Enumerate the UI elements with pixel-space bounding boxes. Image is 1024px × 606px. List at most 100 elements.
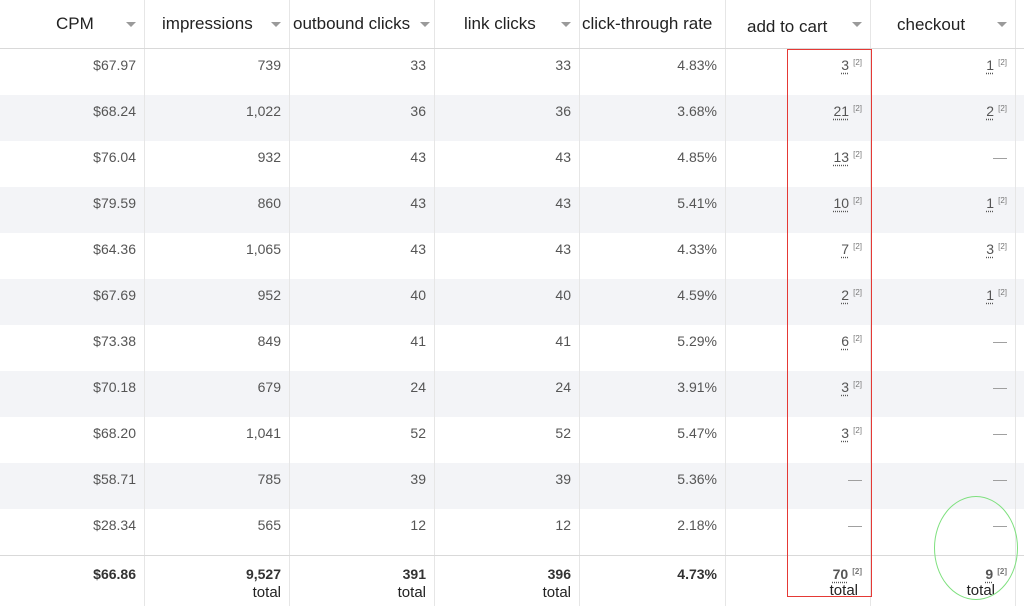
- total-cell-outbound: 391 total: [290, 556, 435, 606]
- cell-link[interactable]: 3: [841, 425, 850, 441]
- footnote-marker: [2]: [853, 242, 862, 251]
- column-header-add-to-cart[interactable]: add to cart: [726, 0, 871, 48]
- cell-link[interactable]: 3: [841, 379, 850, 395]
- cell-impressions: 565: [145, 509, 290, 555]
- cell-value: 1,065: [245, 241, 281, 257]
- cell-value-with-footnote[interactable]: 13 [2]: [834, 149, 862, 165]
- column-header-ctr[interactable]: click-through rate: [580, 0, 726, 48]
- sort-caret-icon[interactable]: [420, 22, 430, 27]
- cell-link[interactable]: 10: [833, 195, 850, 211]
- sort-caret-icon[interactable]: [271, 22, 281, 27]
- cell-link[interactable]: 13: [833, 149, 850, 165]
- cell-value: 24: [410, 379, 426, 395]
- cell-ctr: 5.41%: [580, 187, 726, 233]
- cell-link[interactable]: 7: [841, 241, 850, 257]
- cell-outbound-clicks: 52: [290, 417, 435, 463]
- table-row: $64.36 1,065 43 43 4.33% 7 [2] 3 [2]: [0, 233, 1024, 279]
- total-value-with-footnote[interactable]: 9 [2]: [985, 566, 1007, 582]
- footnote-marker: [2]: [853, 334, 862, 343]
- table-row: $68.20 1,041 52 52 5.47% 3 [2] —: [0, 417, 1024, 463]
- cell-value: $70.18: [93, 379, 136, 395]
- cell-checkout: —: [871, 141, 1016, 187]
- footnote-marker: [2]: [853, 426, 862, 435]
- cell-value: $68.20: [93, 425, 136, 441]
- sort-caret-icon[interactable]: [126, 22, 136, 27]
- cell-cpm: $67.69: [0, 279, 145, 325]
- cell-link[interactable]: 2: [986, 103, 995, 119]
- empty-value-dash: —: [993, 149, 1007, 165]
- cell-ctr: 5.47%: [580, 417, 726, 463]
- table-row: $73.38 849 41 41 5.29% 6 [2] —: [0, 325, 1024, 371]
- total-link[interactable]: 9: [985, 566, 994, 582]
- cell-value: 33: [555, 57, 571, 73]
- cell-value-with-footnote[interactable]: 3 [2]: [841, 425, 862, 441]
- cell-value-with-footnote[interactable]: 3 [2]: [986, 241, 1007, 257]
- column-header-cpm[interactable]: CPM: [0, 0, 145, 48]
- cell-link[interactable]: 1: [986, 287, 995, 303]
- cell-link-clicks: 39: [435, 463, 580, 509]
- sort-caret-icon[interactable]: [561, 22, 571, 27]
- cell-impressions: 932: [145, 141, 290, 187]
- cell-value-with-footnote[interactable]: 2 [2]: [986, 103, 1007, 119]
- total-cell-checkout: 9 [2] total: [871, 556, 1016, 606]
- cell-value: 52: [410, 425, 426, 441]
- cell-value-with-footnote[interactable]: 3 [2]: [841, 379, 862, 395]
- total-label: total: [966, 582, 995, 599]
- cell-value: $79.59: [93, 195, 136, 211]
- cell-value: 932: [257, 149, 281, 165]
- cell-value-with-footnote[interactable]: 1 [2]: [986, 287, 1007, 303]
- cell-add-to-cart: 3 [2]: [726, 417, 871, 463]
- cell-link[interactable]: 2: [841, 287, 850, 303]
- cell-add-to-cart: —: [726, 509, 871, 555]
- column-header-label: outbound clicks: [293, 14, 411, 33]
- total-cell-impressions: 9,527 total: [145, 556, 290, 606]
- cell-value-with-footnote[interactable]: 6 [2]: [841, 333, 862, 349]
- cell-cpm: $68.20: [0, 417, 145, 463]
- cell-value-with-footnote[interactable]: 3 [2]: [841, 57, 862, 73]
- cell-link[interactable]: 1: [986, 57, 995, 73]
- cell-value: 36: [555, 103, 571, 119]
- cell-cpm: $28.34: [0, 509, 145, 555]
- sort-caret-icon[interactable]: [852, 22, 862, 27]
- total-link[interactable]: 70: [832, 566, 849, 582]
- cell-link-clicks: 41: [435, 325, 580, 371]
- cell-value: 860: [257, 195, 281, 211]
- cell-value-with-footnote[interactable]: 2 [2]: [841, 287, 862, 303]
- cell-value-with-footnote[interactable]: 1 [2]: [986, 57, 1007, 73]
- column-header-checkout[interactable]: checkout: [871, 0, 1016, 48]
- cell-link[interactable]: 3: [841, 57, 850, 73]
- footnote-marker: [2]: [853, 288, 862, 297]
- cell-link-clicks: 24: [435, 371, 580, 417]
- column-header-outbound-clicks[interactable]: outbound clicks: [290, 0, 435, 48]
- cell-cpm: $70.18: [0, 371, 145, 417]
- footnote-marker: [2]: [998, 58, 1007, 67]
- cell-add-to-cart: 10 [2]: [726, 187, 871, 233]
- cell-cpm: $76.04: [0, 141, 145, 187]
- cell-checkout: —: [871, 417, 1016, 463]
- total-value-with-footnote[interactable]: 70 [2]: [833, 566, 862, 582]
- total-value: 391: [402, 566, 426, 582]
- cell-value-with-footnote[interactable]: 10 [2]: [834, 195, 862, 211]
- cell-link[interactable]: 21: [833, 103, 850, 119]
- cell-value-with-footnote[interactable]: 21 [2]: [834, 103, 862, 119]
- cell-link[interactable]: 1: [986, 195, 995, 211]
- cell-ctr: 4.83%: [580, 49, 726, 95]
- cell-value: 5.36%: [677, 471, 717, 487]
- cell-link-clicks: 33: [435, 49, 580, 95]
- column-edge: [1016, 95, 1024, 141]
- column-edge: [1016, 509, 1024, 555]
- column-header-impressions[interactable]: impressions: [145, 0, 290, 48]
- cell-link[interactable]: 3: [986, 241, 995, 257]
- footnote-marker: [2]: [852, 567, 862, 576]
- cell-value: 4.33%: [677, 241, 717, 257]
- table-body: $67.97 739 33 33 4.83% 3 [2] 1 [2] $68.24 1,022 36 3…: [0, 49, 1024, 555]
- cell-link[interactable]: 6: [841, 333, 850, 349]
- cell-value-with-footnote[interactable]: 7 [2]: [841, 241, 862, 257]
- cell-add-to-cart: 3 [2]: [726, 49, 871, 95]
- cell-value: 4.85%: [677, 149, 717, 165]
- cell-outbound-clicks: 40: [290, 279, 435, 325]
- sort-caret-icon[interactable]: [997, 22, 1007, 27]
- column-header-link-clicks[interactable]: link clicks: [435, 0, 580, 48]
- cell-value-with-footnote[interactable]: 1 [2]: [986, 195, 1007, 211]
